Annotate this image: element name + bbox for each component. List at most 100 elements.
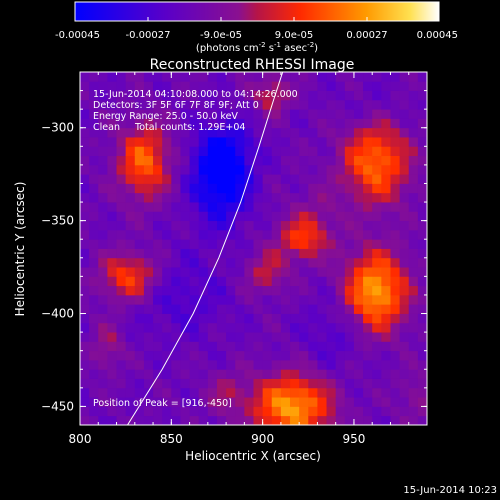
heatmap-cell (262, 192, 273, 203)
heatmap-cell (189, 118, 200, 129)
heatmap-cell (235, 304, 245, 314)
heatmap-cell (171, 267, 181, 277)
heatmap-cell (326, 397, 337, 407)
heatmap-cell (381, 257, 391, 268)
heatmap-cell (244, 90, 254, 101)
heatmap-cell (198, 81, 209, 91)
heatmap-cell (308, 397, 318, 407)
heatmap-cell (89, 359, 99, 370)
heatmap-cell (299, 248, 309, 259)
heatmap-cell (244, 220, 254, 231)
heatmap-cell (271, 304, 282, 314)
heatmap-cell (280, 220, 291, 231)
heatmap-cell (262, 294, 273, 305)
heatmap-cell (280, 248, 291, 259)
heatmap-cell (80, 369, 90, 379)
heatmap-cell (390, 415, 400, 425)
heatmap-cell (143, 276, 154, 287)
y-tick-label: −350 (41, 214, 74, 228)
heatmap-cell (417, 220, 427, 231)
heatmap-cell (299, 90, 309, 101)
heatmap-cell (89, 397, 99, 407)
heatmap-cell (216, 322, 227, 333)
heatmap-cell (372, 81, 382, 91)
heatmap-cell (171, 229, 181, 240)
heatmap-cell (326, 155, 337, 166)
heatmap-cell (335, 127, 346, 138)
heatmap-cell (189, 359, 200, 370)
heatmap-cell (244, 155, 254, 166)
heatmap-cell (308, 332, 318, 342)
heatmap-cell (116, 90, 127, 101)
heatmap-cell (363, 387, 373, 398)
heatmap-cell (271, 248, 282, 259)
heatmap-cell (89, 387, 99, 398)
heatmap-cell (153, 109, 163, 119)
heatmap-cell (290, 229, 300, 240)
heatmap-cell (308, 313, 318, 324)
heatmap-cell (153, 164, 163, 175)
heatmap-cell (207, 183, 218, 194)
heatmap-cell (198, 211, 209, 222)
heatmap-cell (262, 313, 273, 324)
heatmap-cell (80, 248, 90, 259)
heatmap-cell (107, 267, 117, 277)
heatmap-cell (198, 183, 209, 194)
heatmap-cell (107, 332, 117, 342)
heatmap-cell (353, 406, 364, 417)
heatmap-cell (107, 304, 117, 314)
heatmap-cell (381, 174, 391, 184)
colorbar-ticks: -0.00045 -0.00027 -9.0e-05 9.0e-05 0.00027 0.… (55, 17, 458, 41)
heatmap-cell (399, 350, 410, 361)
heatmap-cell (216, 155, 227, 166)
heatmap-cell (399, 146, 410, 157)
heatmap-cell (162, 81, 172, 91)
heatmap-cell (116, 118, 127, 129)
heatmap-cell (253, 72, 264, 82)
heatmap-cell (89, 248, 99, 259)
heatmap-cell (353, 146, 364, 157)
heatmap-cell (308, 192, 318, 203)
heatmap-cell (262, 174, 273, 184)
heatmap-cell (162, 294, 172, 305)
heatmap-cell (189, 285, 200, 296)
heatmap-cell (171, 350, 181, 361)
heatmap-cell (262, 239, 273, 249)
heatmap-cell (226, 90, 236, 101)
heatmap-cell (344, 99, 355, 110)
heatmap-cell (162, 322, 172, 333)
heatmap-cell (353, 109, 364, 119)
heatmap-cell (244, 332, 254, 342)
heatmap-cell (171, 294, 181, 305)
heatmap-cell (280, 257, 291, 268)
heatmap-cell (171, 72, 181, 82)
heatmap-cell (226, 248, 236, 259)
heatmap-cell (80, 239, 90, 249)
heatmap-cell (317, 72, 327, 82)
heatmap-cell (125, 257, 136, 268)
heatmap-cell (189, 304, 200, 314)
heatmap-cell (116, 304, 127, 314)
heatmap-cell (143, 90, 154, 101)
heatmap-cell (408, 257, 419, 268)
heatmap-cell (308, 81, 318, 91)
heatmap-cell (326, 332, 337, 342)
heatmap-cell (262, 341, 273, 352)
heatmap-cell (171, 415, 181, 425)
heatmap-cell (253, 118, 264, 129)
heatmap-cell (171, 359, 181, 370)
heatmap-cell (353, 220, 364, 231)
heatmap-cell (162, 397, 172, 407)
heatmap-cell (271, 118, 282, 129)
heatmap-cell (408, 359, 419, 370)
annotation-clean: Clean Total counts: 1.29E+04 (93, 122, 245, 133)
heatmap-cell (235, 369, 245, 379)
heatmap-cell (417, 369, 427, 379)
heatmap-cell (363, 350, 373, 361)
heatmap-cell (290, 164, 300, 175)
heatmap-cell (180, 313, 190, 324)
heatmap-cell (98, 415, 108, 425)
x-tick-label: 800 (69, 432, 92, 446)
heatmap-cell (399, 248, 410, 259)
heatmap-cell (381, 81, 391, 91)
